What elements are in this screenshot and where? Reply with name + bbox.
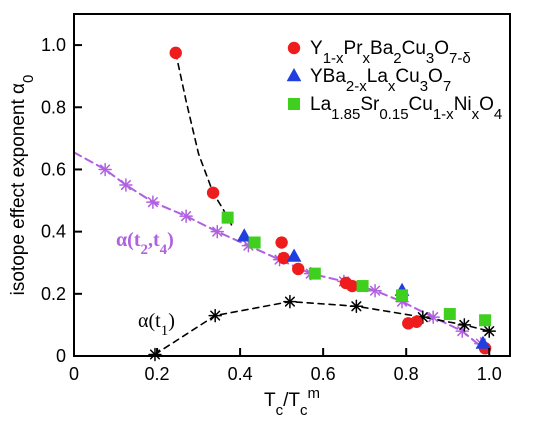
series-2-point-3 xyxy=(356,280,369,293)
y-tick-label-3: 0.6 xyxy=(41,159,66,179)
series-0-point-4 xyxy=(292,262,305,276)
series-3-point-3-arm-3 xyxy=(181,211,192,222)
plot-frame xyxy=(73,13,511,357)
series-0-point-1 xyxy=(206,186,220,199)
annotation-alpha-t1: α(t1) xyxy=(138,310,175,339)
series-3-point-12-arm-3 xyxy=(457,326,468,337)
series-4-point-0 xyxy=(148,347,162,362)
series-0-point-3 xyxy=(277,251,290,265)
annotations: α(t2,t4) α(t1) xyxy=(116,229,175,339)
annotation-alpha-t2-t4: α(t2,t4) xyxy=(116,229,174,258)
series-4-point-1-arm-3 xyxy=(210,310,221,321)
series-4-point-2 xyxy=(283,294,297,309)
series-1-point-0 xyxy=(236,228,252,242)
x-tick-label-5: 1.0 xyxy=(477,364,502,384)
series-3-point-2-arm-3 xyxy=(147,197,158,208)
series-4-point-6-arm-3 xyxy=(484,326,495,337)
series-1-point-1 xyxy=(286,248,302,262)
legend: Y1-xPrxBa2Cu3O7-δYBa2-xLaxCu3O7La1.85Sr0… xyxy=(286,38,502,123)
series-0-point-6 xyxy=(346,279,359,293)
plot-area xyxy=(73,46,496,362)
y-tick-label-2: 0.4 xyxy=(41,222,66,242)
legend-label-0: Y1-xPrxBa2Cu3O7-δ xyxy=(310,38,471,67)
series-2-point-4 xyxy=(396,289,409,302)
axes: 0 0.2 0.4 0.6 0.8 1.0 0 0.2 0.4 0.6 0.8 1.0 Tc/Tcm is… xyxy=(8,13,511,419)
y-tick-label-5: 1.0 xyxy=(41,35,66,55)
series-2-point-1 xyxy=(248,236,261,249)
series-2-point-6 xyxy=(479,314,492,327)
series-3-point-2 xyxy=(146,195,160,209)
series-4-point-5-arm-3 xyxy=(459,319,470,330)
x-tick-label-3: 0.6 xyxy=(311,364,336,384)
series-3-point-9 xyxy=(368,283,382,298)
series-2-point-0 xyxy=(221,211,234,224)
series-4-point-3 xyxy=(349,299,364,314)
x-tick-label-4: 0.8 xyxy=(394,364,419,384)
legend-marker-0 xyxy=(287,41,301,55)
series-0-point-0 xyxy=(169,46,182,60)
x-axis-title: Tc/Tcm xyxy=(264,385,320,419)
series-1-point-3 xyxy=(475,335,491,349)
series-3-point-0 xyxy=(98,162,112,177)
series-2-point-2 xyxy=(308,267,321,280)
series-3-point-11-arm-3 xyxy=(428,312,439,323)
series-0-point-2 xyxy=(275,236,288,249)
series-3-point-1-arm-3 xyxy=(120,179,131,191)
series-4-point-5 xyxy=(457,318,472,332)
series-4-point-6 xyxy=(482,324,496,338)
series-3-point-4-arm-3 xyxy=(212,226,223,237)
series-3-point-3 xyxy=(179,209,193,223)
y-tick-label-4: 0.8 xyxy=(41,97,66,117)
y-tick-label-1: 0.2 xyxy=(41,284,66,304)
series-2-point-5 xyxy=(443,308,456,321)
x-tick-label-0: 0 xyxy=(69,364,79,384)
legend-marker-1 xyxy=(286,68,302,82)
series-0-point-8 xyxy=(410,315,423,328)
x-tick-label-2: 0.4 xyxy=(228,364,253,384)
series-4-point-3-arm-3 xyxy=(351,301,362,312)
series-4-point-2-arm-3 xyxy=(284,296,295,307)
x-tick-label-1: 0.2 xyxy=(145,364,170,384)
series-3-point-0-arm-3 xyxy=(100,164,111,175)
series-3-point-9-arm-3 xyxy=(369,285,381,296)
y-axis-title: isotope effect exponent α0 xyxy=(8,75,37,296)
legend-marker-2 xyxy=(288,98,300,110)
series-4-point-1 xyxy=(208,308,222,323)
legend-label-1: YBa2-xLaxCu3O7 xyxy=(310,66,451,95)
y-tick-label-0: 0 xyxy=(56,346,66,366)
legend-label-2: La1.85Sr0.15Cu1-xNixO4 xyxy=(310,94,502,123)
series-3-point-4 xyxy=(210,224,225,239)
series-3-point-1 xyxy=(119,178,133,192)
